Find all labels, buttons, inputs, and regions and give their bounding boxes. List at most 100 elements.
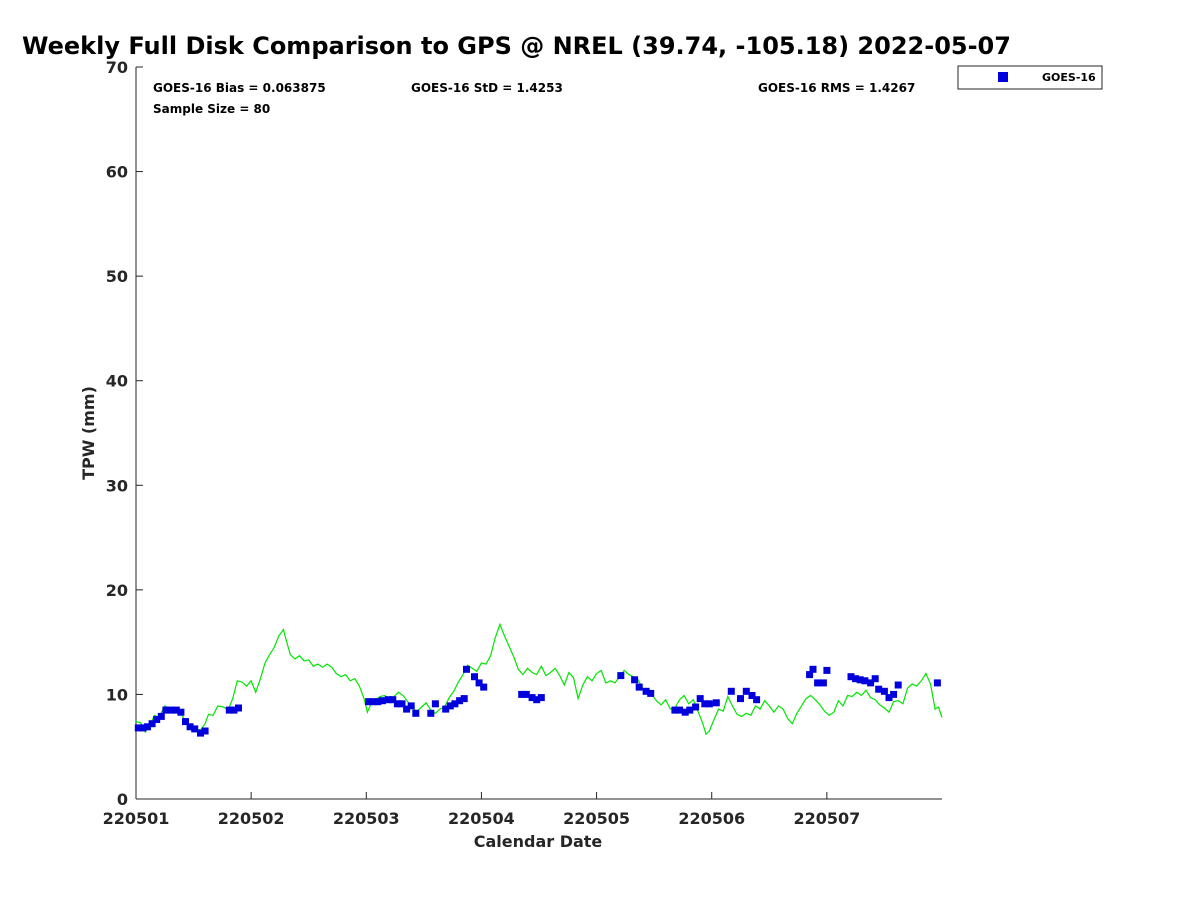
y-tick-label: 70 [106,58,128,77]
goes16-point [168,706,176,714]
goes16-point [871,675,879,683]
sample-size-stat: Sample Size = 80 [153,102,270,116]
legend-label-goes16: GOES-16 [1042,71,1096,84]
bias-stat: GOES-16 Bias = 0.063875 [153,81,326,95]
goes16-point [384,696,392,704]
goes16-point [172,706,180,714]
x-tick-label: 220505 [563,809,630,828]
goes16-point [378,697,386,705]
goes16-point [412,709,420,717]
goes16-point [460,695,468,703]
goes16-point [885,694,893,702]
goes16-point [177,708,185,716]
goes16-point [867,679,875,687]
goes16-point [225,706,233,714]
goes16-point [819,679,827,687]
gps-tpw-line [135,622,943,736]
goes16-point [748,692,756,699]
y-tick-label: 60 [106,163,128,182]
goes16-point [856,676,864,684]
goes16-point [144,723,151,731]
goes16-point [471,673,478,681]
goes16-point [727,687,735,695]
x-tick-label: 220503 [333,809,400,828]
y-tick-label: 0 [117,790,128,809]
goes16-point [427,709,435,717]
goes16-point [737,695,744,703]
goes16-point [235,704,242,712]
goes16-point [847,673,855,681]
goes16-point [809,665,817,673]
goes16-point [533,696,541,704]
goes16-point [431,700,439,708]
x-axis-ticks: 220501 220502 220503 220504 220505 220506 2205… [103,792,860,828]
goes16-point [712,699,720,707]
goes16-point [139,724,147,732]
y-axis-ticks: 0 10 20 30 40 50 60 70 [106,58,143,809]
goes16-point [705,700,713,708]
goes16-point [692,703,700,711]
goes16-point [389,696,397,704]
goes16-point [191,725,199,733]
goes16-point [875,685,883,693]
y-tick-label: 40 [106,372,128,391]
goes16-point [134,724,142,732]
legend-marker-goes16 [998,72,1008,82]
goes16-point [451,700,459,708]
goes16-point [148,720,156,728]
x-tick-label: 220507 [793,809,860,828]
goes16-point [463,665,470,673]
goes16-point [635,683,643,691]
goes16-point [153,716,161,723]
goes16-point [890,690,898,698]
goes16-point [374,698,382,706]
legend: GOES-16 [957,65,1103,90]
goes16-point [393,700,401,708]
goes16-point [894,681,902,689]
goes16-point [398,700,406,708]
goes16-point [230,706,238,714]
x-tick-label: 220501 [103,809,170,828]
goes16-point [403,705,411,713]
goes16-point [933,679,941,687]
goes16-point [696,695,704,703]
goes16-point [369,698,377,706]
std-stat: GOES-16 StD = 1.4253 [411,81,563,95]
goes16-point [442,705,450,713]
goes16-point [480,683,488,691]
goes16-point [806,671,814,679]
goes16-point [647,689,655,697]
goes16-point [617,672,625,680]
goes16-point [365,698,373,706]
goes16-point [446,702,454,710]
goes16-point [880,687,888,695]
y-axis-label: TPW (mm) [79,386,98,480]
x-tick-label: 220504 [448,809,515,828]
x-tick-label: 220502 [218,809,285,828]
goes16-point [642,687,650,695]
y-tick-label: 10 [106,685,128,704]
y-tick-label: 30 [106,476,128,495]
goes16-point [671,706,679,714]
goes16-point [197,729,204,737]
goes16-point [522,690,530,698]
goes16-point [686,706,694,714]
goes16-point [537,694,545,702]
goes16-point [823,666,831,674]
goes16-point [631,676,639,684]
goes16-point [162,706,170,714]
series-layer [134,622,943,737]
legend-box [957,65,1103,90]
goes16-point [742,687,750,695]
goes16-point [528,694,536,702]
goes16-point [407,702,415,710]
goes16-point [814,679,822,687]
y-tick-label: 20 [106,581,128,600]
goes16-point [852,675,860,683]
goes16-point [475,679,483,687]
goes16-point [157,712,165,720]
goes16-point [861,677,869,685]
goes16-point [753,696,761,704]
goes16-point [456,697,464,705]
